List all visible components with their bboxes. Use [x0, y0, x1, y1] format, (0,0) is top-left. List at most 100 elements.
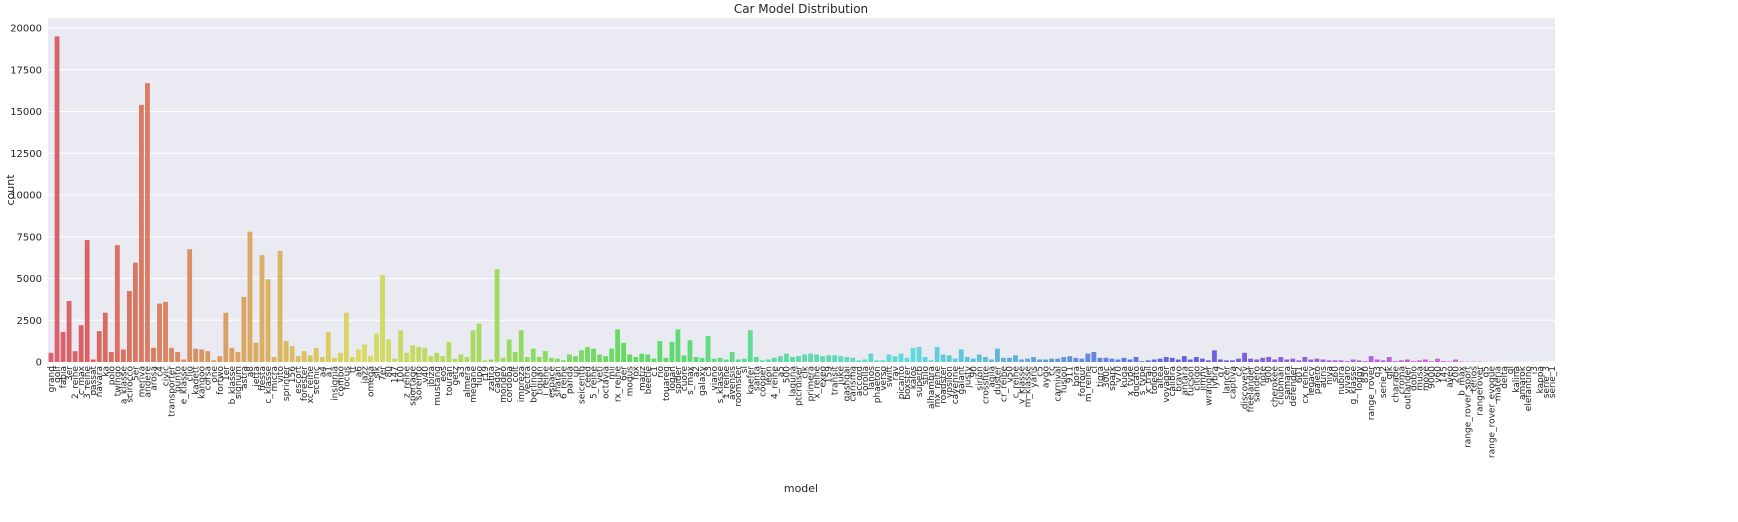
x-tick-label: xc_reihe [306, 366, 316, 404]
x-tick-label: lybra [1210, 366, 1220, 389]
x-tick-label: seicento [577, 366, 587, 404]
bar [814, 354, 819, 362]
x-tick-label: 601 [1295, 366, 1305, 383]
x-tick-label: nubira [1337, 366, 1347, 395]
x-tick-label: v_klasse [1018, 366, 1028, 404]
x-tick-label: 3er [65, 366, 75, 381]
x-tick-label: note [1259, 366, 1269, 387]
bar [331, 357, 337, 362]
bar [1290, 358, 1296, 362]
x-tick-label: yaris [1030, 366, 1040, 388]
bar [410, 345, 416, 362]
bar [1447, 361, 1452, 362]
bar [729, 351, 735, 362]
bar [488, 359, 494, 362]
bar [307, 355, 313, 362]
x-tick-label: vivaro [1343, 366, 1353, 394]
x-tick-label: sorento [415, 366, 425, 400]
bar [898, 353, 904, 362]
bar [1127, 359, 1133, 362]
x-tick-label: freelander [1247, 366, 1257, 413]
x-tick-label: defender [1289, 366, 1299, 407]
x-tick-label: range_rover [1367, 366, 1377, 421]
bar [277, 250, 283, 362]
x-tick-label: e_klasse [180, 366, 190, 405]
y-tick-label: 2500 [17, 316, 42, 327]
bar [922, 356, 928, 362]
bar [181, 359, 187, 362]
x-tick-label: citigo [1192, 366, 1202, 391]
bar [826, 355, 832, 362]
x-tick-label: logan [668, 366, 678, 391]
bar [169, 347, 174, 362]
y-tick-label: 0 [36, 358, 42, 369]
bar [368, 356, 373, 362]
bar [301, 351, 307, 362]
y-tick-label: 15000 [10, 107, 42, 118]
bar [940, 354, 946, 362]
x-tick-label: serie_2 [1379, 366, 1389, 398]
bar [874, 360, 880, 362]
bar [663, 357, 669, 362]
x-tick-label: c5 [1036, 366, 1046, 377]
x-tick-label: sandero [1253, 366, 1263, 403]
x-tick-label: andere [143, 366, 153, 398]
x-tick-label: spark [1108, 365, 1118, 391]
bar [362, 344, 367, 362]
x-tick-label: ptcruiser [794, 366, 804, 406]
x-tick-label: v60 [1433, 366, 1443, 383]
x-tick-label: carisma [849, 366, 859, 402]
bar [1181, 356, 1187, 362]
bar [1007, 357, 1012, 362]
x-tick-label: aygo [1042, 366, 1052, 389]
x-tick-label: cuore [680, 366, 690, 392]
x-tick-label: v50 [1005, 366, 1015, 383]
x-tick-label: cordoba [505, 366, 515, 402]
bar [1248, 358, 1253, 362]
bar [60, 331, 66, 362]
bar [675, 329, 681, 362]
bar [1169, 357, 1175, 362]
x-tick-label: z_reihe [403, 366, 413, 398]
x-tick-label: auris [1319, 366, 1329, 388]
x-tick-label: arosa [149, 366, 159, 391]
x-tick-label: agila [987, 366, 997, 388]
x-tick-label: bravo [1174, 366, 1184, 392]
x-tick-label: verso [879, 366, 889, 391]
bar [120, 349, 126, 362]
bar [1398, 360, 1404, 362]
x-tick-label: picanto [897, 366, 907, 400]
bar [1308, 359, 1314, 362]
bar [428, 356, 434, 362]
x-tick-label: sl [740, 366, 750, 373]
bar [1344, 361, 1350, 362]
bar [223, 312, 229, 362]
x-tick-label: justy [963, 365, 973, 388]
bar [910, 347, 916, 362]
bar [1199, 358, 1205, 362]
bar [1368, 356, 1374, 362]
bar [681, 355, 687, 362]
x-tick-label: calibra [1168, 366, 1178, 396]
x-tick-label: kuga [1120, 366, 1130, 388]
x-tick-label: glk [1385, 365, 1395, 379]
x-tick-label: forester [300, 366, 310, 401]
x-tick-label: astra [240, 366, 250, 389]
x-tick-label: delta [1500, 366, 1510, 389]
bar [1001, 357, 1006, 362]
bar [886, 354, 892, 362]
x-tick-label: 200 [1452, 366, 1462, 383]
x-tick-label: almera [463, 366, 473, 398]
bar [603, 356, 609, 362]
bar [1404, 359, 1410, 362]
bar [765, 359, 771, 362]
bar [711, 358, 717, 362]
bar [187, 249, 193, 362]
bar [892, 356, 898, 362]
bar [609, 348, 615, 362]
bar [530, 348, 536, 362]
bar [1055, 358, 1061, 362]
x-tick-label: lupo [475, 366, 485, 386]
bar [1157, 358, 1163, 362]
